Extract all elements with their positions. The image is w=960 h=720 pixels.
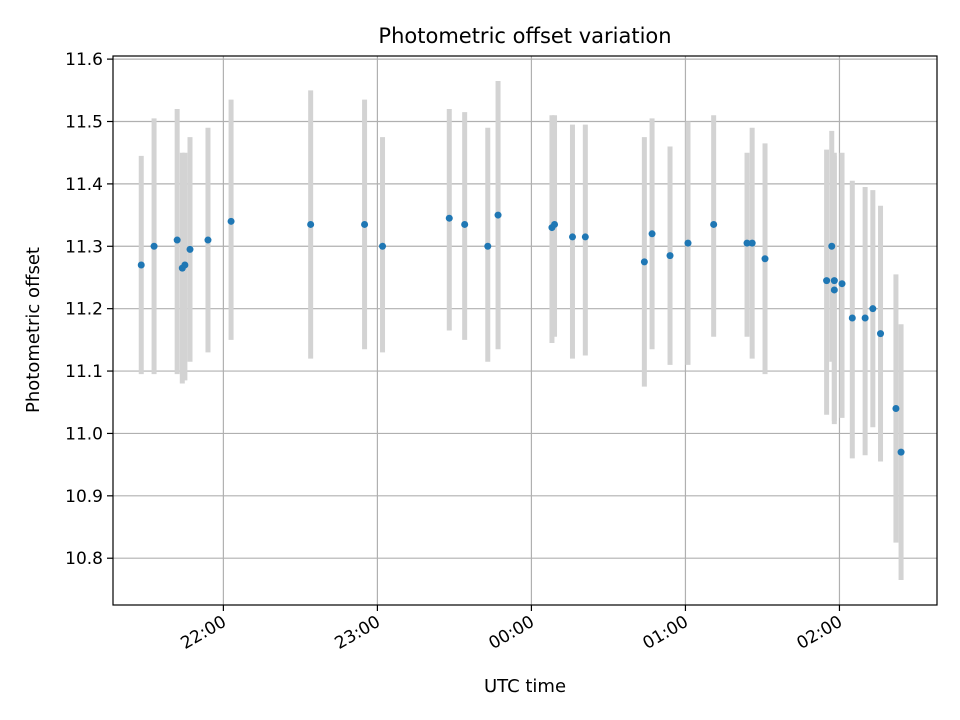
data-point <box>137 261 145 269</box>
data-point <box>445 214 453 222</box>
y-tick-label: 11.5 <box>65 113 103 133</box>
data-point <box>551 220 559 228</box>
data-point <box>150 242 158 250</box>
x-tick-label: 22:00 <box>177 612 229 654</box>
error-bars <box>138 80 904 581</box>
data-point <box>743 239 751 247</box>
data-point <box>568 233 576 241</box>
chart-title: Photometric offset variation <box>378 24 671 48</box>
grid <box>113 56 937 605</box>
data-point <box>484 242 492 250</box>
data-point <box>684 239 692 247</box>
y-tick-label: 11.1 <box>65 362 103 382</box>
x-tick-label: 01:00 <box>640 612 692 654</box>
data-point <box>869 305 877 313</box>
plot-frame <box>112 55 938 606</box>
data-point <box>640 258 648 266</box>
data-point <box>892 404 900 412</box>
data-point <box>710 220 718 228</box>
data-point <box>648 230 656 238</box>
data-point <box>361 220 369 228</box>
data-point <box>897 448 905 456</box>
data-point <box>666 252 674 260</box>
data-point <box>823 277 831 285</box>
data-point <box>461 220 469 228</box>
data-point <box>828 242 836 250</box>
data-point <box>830 286 838 294</box>
x-axis-ticks: 22:00 23:00 00:00 01:00 02:00 <box>177 605 846 654</box>
data-point <box>494 211 502 219</box>
y-axis-ticks: 10.8 10.9 11.0 11.1 11.2 11.3 11.4 11.5 11.6 <box>65 50 113 569</box>
y-tick-label: 11.2 <box>65 300 103 320</box>
y-tick-label: 11.0 <box>65 424 103 444</box>
data-point <box>379 242 387 250</box>
y-tick-label: 11.6 <box>65 50 103 70</box>
x-tick-label: 00:00 <box>485 612 537 654</box>
y-axis-label: Photometric offset <box>23 247 44 413</box>
data-point <box>581 233 589 241</box>
data-point <box>181 261 189 269</box>
data-point <box>307 220 315 228</box>
y-tick-label: 11.3 <box>65 237 103 257</box>
data-point <box>877 330 885 338</box>
data-point <box>748 239 756 247</box>
data-point <box>838 280 846 288</box>
data-point <box>186 245 194 253</box>
x-tick-label: 23:00 <box>331 612 383 654</box>
data-point <box>761 255 769 263</box>
x-axis-label: UTC time <box>484 676 566 697</box>
x-tick-label: 02:00 <box>794 612 846 654</box>
y-tick-label: 10.8 <box>65 549 103 569</box>
data-point <box>848 314 856 322</box>
data-point <box>173 236 181 244</box>
data-point <box>204 236 212 244</box>
data-point <box>830 277 838 285</box>
y-tick-label: 10.9 <box>65 487 103 507</box>
data-points <box>137 211 905 456</box>
y-tick-label: 11.4 <box>65 175 103 195</box>
data-point <box>227 217 235 225</box>
data-point <box>861 314 869 322</box>
